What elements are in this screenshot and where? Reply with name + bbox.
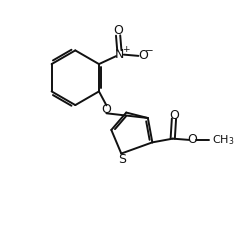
Text: S: S (118, 153, 126, 166)
Text: O: O (188, 133, 198, 146)
Text: −: − (144, 46, 153, 56)
Text: +: + (122, 45, 129, 54)
Text: O: O (169, 109, 179, 122)
Text: O: O (113, 24, 123, 37)
Text: N: N (115, 48, 124, 61)
Text: CH$_3$: CH$_3$ (212, 133, 234, 147)
Text: O: O (102, 103, 111, 116)
Text: O: O (138, 49, 148, 62)
